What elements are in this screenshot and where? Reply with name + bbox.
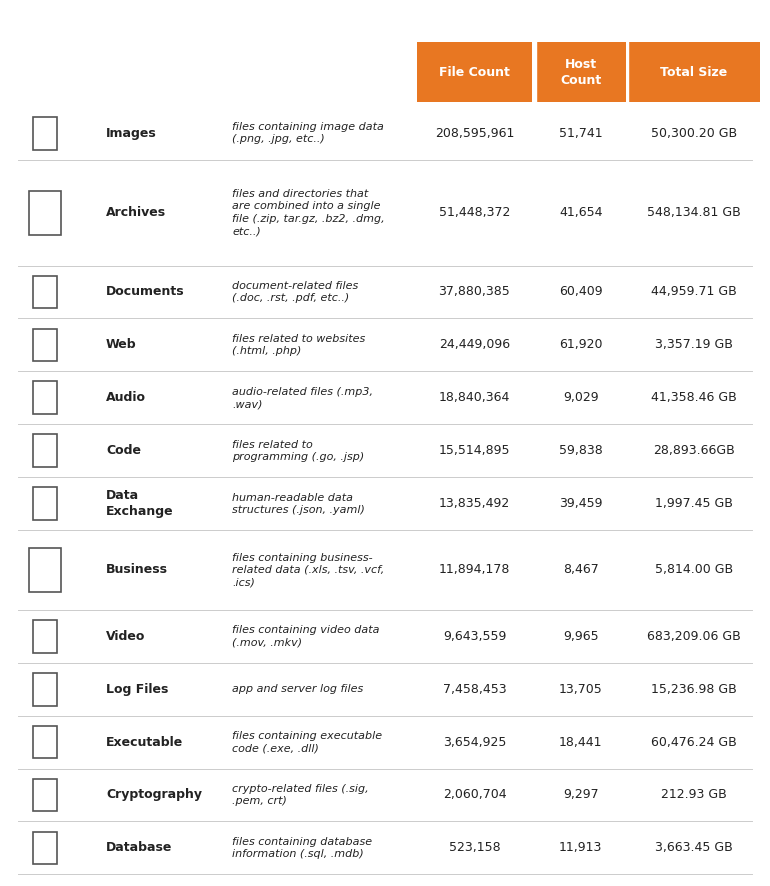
Text: 59,838: 59,838 <box>559 445 603 457</box>
Text: 523,158: 523,158 <box>449 842 500 854</box>
Text: document-related files
(.doc, .rst, .pdf, etc..): document-related files (.doc, .rst, .pdf… <box>232 281 358 303</box>
Text: 41,654: 41,654 <box>559 206 602 219</box>
FancyBboxPatch shape <box>33 434 57 467</box>
Text: 9,029: 9,029 <box>563 392 598 404</box>
Text: 212.93 GB: 212.93 GB <box>661 789 727 802</box>
FancyBboxPatch shape <box>33 276 57 308</box>
Text: 37,880,385: 37,880,385 <box>439 285 511 299</box>
Text: Database: Database <box>106 842 172 854</box>
Text: Archives: Archives <box>106 206 166 219</box>
Text: 3,654,925: 3,654,925 <box>443 735 506 749</box>
FancyBboxPatch shape <box>28 548 61 592</box>
Text: 9,643,559: 9,643,559 <box>443 630 506 642</box>
Text: 44,959.71 GB: 44,959.71 GB <box>651 285 737 299</box>
Text: 2,060,704: 2,060,704 <box>443 789 506 802</box>
Text: 7,458,453: 7,458,453 <box>443 682 506 696</box>
FancyBboxPatch shape <box>33 672 57 705</box>
Text: 18,441: 18,441 <box>559 735 602 749</box>
Text: files containing image data
(.png, .jpg, etc..): files containing image data (.png, .jpg,… <box>232 122 384 144</box>
FancyBboxPatch shape <box>33 117 57 150</box>
Text: app and server log files: app and server log files <box>232 684 363 694</box>
FancyBboxPatch shape <box>33 487 57 520</box>
Text: 50,300.20 GB: 50,300.20 GB <box>651 127 737 140</box>
Text: 18,840,364: 18,840,364 <box>439 392 511 404</box>
Text: 24,449,096: 24,449,096 <box>439 338 510 352</box>
FancyBboxPatch shape <box>33 329 57 361</box>
Text: 11,913: 11,913 <box>559 842 602 854</box>
Text: files and directories that
are combined into a single
file (.zip, tar.gz, .bz2, : files and directories that are combined … <box>232 189 385 237</box>
Text: 5,814.00 GB: 5,814.00 GB <box>654 563 733 577</box>
FancyBboxPatch shape <box>33 726 57 758</box>
FancyBboxPatch shape <box>417 43 532 102</box>
FancyBboxPatch shape <box>33 832 57 865</box>
Text: Video: Video <box>106 630 146 642</box>
Text: Log Files: Log Files <box>106 682 169 696</box>
Text: Data
Exchange: Data Exchange <box>106 489 173 518</box>
Text: files containing business-
related data (.xls, .tsv, .vcf,
.ics): files containing business- related data … <box>232 553 384 587</box>
Text: files containing executable
code (.exe, .dll): files containing executable code (.exe, … <box>232 731 382 753</box>
FancyBboxPatch shape <box>33 382 57 415</box>
Text: 13,705: 13,705 <box>559 682 603 696</box>
Text: files containing database
information (.sql, .mdb): files containing database information (.… <box>232 836 372 859</box>
Text: 15,236.98 GB: 15,236.98 GB <box>651 682 737 696</box>
Text: human-readable data
structures (.json, .yaml): human-readable data structures (.json, .… <box>232 493 365 515</box>
Text: Total Size: Total Size <box>660 66 728 79</box>
Text: 8,467: 8,467 <box>563 563 598 577</box>
Text: 548,134.81 GB: 548,134.81 GB <box>647 206 741 219</box>
Text: 9,297: 9,297 <box>563 789 598 802</box>
Text: Executable: Executable <box>106 735 183 749</box>
Text: 60,476.24 GB: 60,476.24 GB <box>651 735 737 749</box>
Text: 60,409: 60,409 <box>559 285 602 299</box>
Text: files related to
programming (.go, .jsp): files related to programming (.go, .jsp) <box>232 439 364 462</box>
Text: files related to websites
(.html, .php): files related to websites (.html, .php) <box>232 334 365 356</box>
Text: 39,459: 39,459 <box>559 497 602 510</box>
Text: 208,595,961: 208,595,961 <box>435 127 514 140</box>
Text: 3,357.19 GB: 3,357.19 GB <box>655 338 733 352</box>
Text: 15,514,895: 15,514,895 <box>439 445 511 457</box>
Text: Cryptography: Cryptography <box>106 789 202 802</box>
Text: File Count: File Count <box>439 66 510 79</box>
Text: 3,663.45 GB: 3,663.45 GB <box>655 842 733 854</box>
Text: Images: Images <box>106 127 157 140</box>
FancyBboxPatch shape <box>33 779 57 812</box>
Text: crypto-related files (.sig,
.pem, crt): crypto-related files (.sig, .pem, crt) <box>232 784 369 806</box>
Text: 683,209.06 GB: 683,209.06 GB <box>647 630 741 642</box>
Text: 11,894,178: 11,894,178 <box>439 563 511 577</box>
FancyBboxPatch shape <box>536 43 626 102</box>
Text: 9,965: 9,965 <box>563 630 598 642</box>
Text: audio-related files (.mp3,
.wav): audio-related files (.mp3, .wav) <box>232 386 373 409</box>
Text: files containing video data
(.mov, .mkv): files containing video data (.mov, .mkv) <box>232 625 380 648</box>
Text: 1,997.45 GB: 1,997.45 GB <box>655 497 733 510</box>
Text: 13,835,492: 13,835,492 <box>439 497 510 510</box>
FancyBboxPatch shape <box>628 43 759 102</box>
Text: Host
Count: Host Count <box>560 58 601 87</box>
FancyBboxPatch shape <box>33 619 57 653</box>
Text: 51,448,372: 51,448,372 <box>439 206 511 219</box>
Text: Audio: Audio <box>106 392 146 404</box>
FancyBboxPatch shape <box>28 190 61 235</box>
Text: 28,893.66GB: 28,893.66GB <box>653 445 735 457</box>
Text: Business: Business <box>106 563 168 577</box>
Text: 61,920: 61,920 <box>559 338 602 352</box>
Text: 41,358.46 GB: 41,358.46 GB <box>651 392 737 404</box>
Text: Documents: Documents <box>106 285 185 299</box>
Text: 51,741: 51,741 <box>559 127 602 140</box>
Text: Web: Web <box>106 338 136 352</box>
Text: Code: Code <box>106 445 141 457</box>
